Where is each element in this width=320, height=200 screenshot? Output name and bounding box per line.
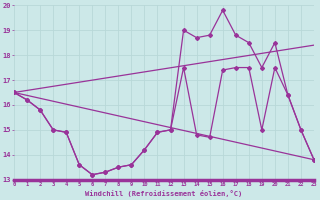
X-axis label: Windchill (Refroidissement éolien,°C): Windchill (Refroidissement éolien,°C): [85, 190, 243, 197]
